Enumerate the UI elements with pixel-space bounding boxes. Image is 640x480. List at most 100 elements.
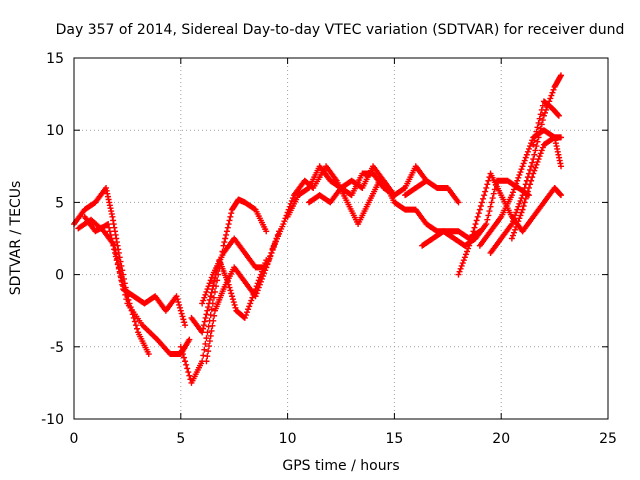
data-point	[106, 224, 113, 231]
data-point	[200, 352, 207, 359]
data-point	[509, 232, 516, 239]
data-point	[204, 329, 211, 336]
data-point	[202, 340, 209, 347]
data-point	[178, 310, 185, 317]
data-point	[529, 159, 536, 166]
data-point	[484, 181, 491, 188]
data-point	[132, 322, 139, 329]
data-point	[517, 197, 524, 204]
data-point	[538, 147, 545, 154]
y-tick-label: 10	[46, 123, 64, 139]
data-point	[466, 242, 473, 249]
data-point	[471, 224, 478, 231]
data-point	[114, 261, 121, 268]
data-point	[111, 246, 118, 253]
data-point	[210, 317, 217, 324]
data-point	[518, 166, 525, 173]
data-point	[558, 72, 565, 79]
x-axis-label: GPS time / hours	[282, 458, 399, 474]
data-point	[122, 291, 129, 298]
data-point	[264, 260, 271, 267]
data-point	[515, 174, 522, 181]
data-point	[203, 358, 210, 365]
data-point	[268, 249, 275, 256]
data-point	[516, 215, 523, 222]
data-point	[532, 147, 539, 154]
data-point	[253, 290, 260, 297]
data-point	[185, 369, 192, 376]
data-point	[521, 199, 528, 206]
data-point	[528, 177, 535, 184]
data-point	[533, 161, 540, 168]
data-point	[116, 270, 123, 277]
data-point	[527, 143, 534, 150]
data-point	[206, 338, 213, 345]
data-point	[508, 221, 515, 228]
data-point	[511, 215, 518, 222]
data-point	[520, 203, 527, 210]
data-point	[536, 153, 543, 160]
series-sat-12	[402, 177, 462, 206]
data-point	[255, 284, 262, 291]
data-point	[478, 199, 485, 206]
data-point	[115, 265, 122, 272]
data-point	[221, 239, 228, 246]
data-point	[204, 307, 211, 314]
data-point	[456, 268, 463, 275]
data-point	[241, 314, 248, 321]
data-point	[244, 309, 251, 316]
data-point	[281, 218, 288, 225]
data-point	[514, 177, 521, 184]
data-point	[206, 296, 213, 303]
data-point	[119, 278, 126, 285]
data-point	[530, 141, 537, 148]
chart-title: Day 357 of 2014, Sidereal Day-to-day VTE…	[56, 22, 625, 38]
data-point	[536, 130, 543, 137]
data-point	[489, 195, 496, 202]
data-point	[145, 351, 152, 358]
y-tick-label: 15	[46, 51, 64, 67]
data-point	[548, 92, 555, 99]
data-point	[513, 223, 520, 230]
series-sat-8	[269, 163, 383, 252]
data-point	[524, 148, 531, 155]
data-point	[199, 300, 206, 307]
data-point	[527, 166, 534, 173]
data-point	[517, 169, 524, 176]
data-point	[107, 231, 114, 238]
data-point	[533, 143, 540, 150]
data-point	[515, 203, 522, 210]
data-point	[518, 209, 525, 216]
data-point	[474, 213, 481, 220]
data-point	[227, 213, 234, 220]
data-point	[515, 218, 522, 225]
data-point	[181, 319, 188, 326]
data-point	[531, 137, 538, 144]
data-point	[558, 192, 565, 199]
data-point	[226, 284, 233, 291]
data-point	[204, 353, 211, 360]
data-point	[485, 212, 492, 219]
data-point	[229, 296, 236, 303]
data-point	[460, 257, 467, 264]
data-point	[205, 348, 212, 355]
data-point	[232, 304, 239, 311]
series-sat-10	[305, 163, 430, 206]
data-point	[267, 253, 274, 260]
series-sat-17	[508, 134, 565, 242]
data-point	[289, 195, 296, 202]
data-point	[462, 251, 469, 258]
data-point	[550, 86, 557, 93]
data-point	[518, 195, 525, 202]
data-point	[184, 365, 191, 372]
data-point	[223, 228, 230, 235]
data-point	[530, 170, 537, 177]
data-point	[508, 192, 515, 199]
data-point	[252, 293, 259, 300]
data-point	[117, 274, 124, 281]
data-point	[174, 296, 181, 303]
data-point	[207, 312, 214, 319]
data-point	[207, 293, 214, 300]
data-point	[535, 119, 542, 126]
